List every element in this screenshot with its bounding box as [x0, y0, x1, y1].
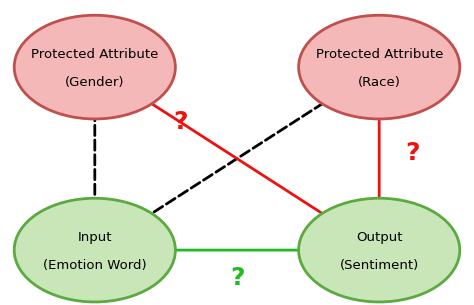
- Text: (Race): (Race): [358, 76, 401, 89]
- Ellipse shape: [14, 198, 175, 302]
- Text: Output: Output: [356, 231, 402, 244]
- Ellipse shape: [299, 15, 460, 119]
- Text: ?: ?: [230, 266, 244, 289]
- Text: Protected Attribute: Protected Attribute: [316, 48, 443, 61]
- Text: (Sentiment): (Sentiment): [339, 259, 419, 272]
- Text: ?: ?: [405, 141, 419, 164]
- Text: ?: ?: [173, 110, 187, 134]
- Ellipse shape: [299, 198, 460, 302]
- Text: (Gender): (Gender): [65, 76, 125, 89]
- Ellipse shape: [14, 15, 175, 119]
- Text: Protected Attribute: Protected Attribute: [31, 48, 158, 61]
- Text: (Emotion Word): (Emotion Word): [43, 259, 146, 272]
- Text: Input: Input: [78, 231, 112, 244]
